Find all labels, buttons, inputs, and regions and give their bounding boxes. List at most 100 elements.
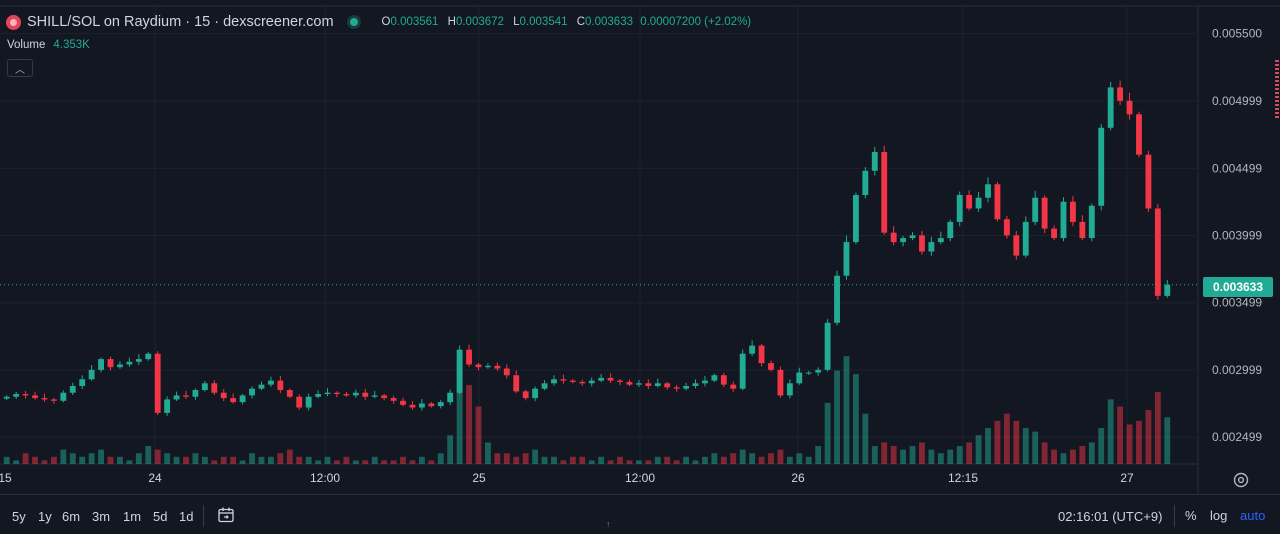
candle-body	[437, 402, 444, 407]
toolbar-divider-right	[1174, 505, 1175, 527]
candle-body	[428, 403, 435, 407]
volume-bar	[1088, 442, 1095, 464]
candle-body	[22, 394, 29, 396]
candle-body	[909, 235, 916, 239]
volume-bar	[749, 453, 756, 464]
candle-body	[371, 395, 378, 397]
candle-body	[673, 387, 680, 389]
close-key: C	[576, 16, 586, 28]
settings-gear-icon[interactable]	[1232, 471, 1250, 489]
candle-body	[522, 391, 529, 399]
range-6m-button[interactable]: 6m	[62, 509, 81, 524]
candle-body	[881, 151, 888, 233]
volume-bar	[900, 449, 907, 464]
candle-body	[381, 395, 388, 399]
volume-bar	[786, 456, 793, 464]
volume-bar	[164, 453, 171, 464]
candle-body	[390, 398, 397, 401]
volume-bar	[60, 449, 67, 464]
candle-body	[249, 388, 255, 396]
volume-bar	[598, 456, 605, 464]
candle-body	[230, 398, 237, 403]
volume-bar	[220, 456, 227, 464]
volume-bar	[239, 460, 246, 464]
volume-bar	[466, 384, 472, 464]
time-tick-label: 12:00	[625, 471, 655, 485]
candle-body	[296, 396, 303, 408]
candle-body	[966, 195, 973, 209]
volume-bar	[230, 456, 237, 464]
volume-bar	[286, 449, 293, 464]
candle-body	[1022, 221, 1029, 256]
volume-bar	[334, 460, 340, 464]
candle-body	[758, 345, 765, 364]
volume-bar	[635, 460, 642, 464]
volume-bar	[730, 453, 737, 464]
price-tick-label: 0.003499	[1212, 296, 1262, 310]
range-5y-button[interactable]: 5y	[12, 509, 26, 524]
volume-bar	[692, 460, 699, 464]
candle-body	[532, 388, 539, 399]
candle-body	[777, 369, 784, 396]
candle-body	[503, 368, 510, 376]
percent-scale-toggle[interactable]: %	[1185, 508, 1197, 523]
volume-bar	[588, 460, 595, 464]
volume-bar	[909, 446, 916, 464]
candle-body	[956, 195, 963, 222]
volume-bar	[1164, 417, 1171, 464]
candle-body	[711, 375, 718, 381]
calendar-goto-icon[interactable]	[217, 506, 235, 524]
volume-bar	[305, 456, 312, 464]
candle-body	[975, 197, 982, 209]
volume-bar	[862, 413, 869, 464]
volume-bar	[956, 446, 963, 464]
resize-handle-icon[interactable]: ↑	[606, 519, 611, 529]
volume-bar	[32, 456, 38, 464]
candle-body	[852, 195, 859, 243]
time-tick-label: 24	[148, 471, 162, 485]
range-1d-button[interactable]: 1d	[179, 509, 194, 524]
volume-bar	[777, 449, 784, 464]
collapse-legend-button[interactable]: ︿	[7, 59, 33, 77]
candle-body	[418, 403, 425, 408]
log-scale-toggle[interactable]: log	[1210, 508, 1228, 523]
candle-body	[834, 275, 840, 323]
candle-body	[598, 377, 605, 381]
candle-body	[192, 390, 199, 397]
high-key: H	[447, 16, 456, 28]
candle-body	[41, 398, 48, 400]
volume-bar	[201, 456, 208, 464]
volume-bar	[98, 449, 104, 464]
volume-bar	[117, 456, 123, 464]
candle-body	[60, 392, 67, 401]
range-1m-button[interactable]: 1m	[123, 509, 142, 524]
candle-body	[843, 242, 850, 276]
volume-bar	[871, 446, 878, 464]
volume-bar	[522, 453, 529, 464]
candle-body	[1098, 127, 1105, 206]
volume-bar	[183, 456, 189, 464]
candle-body	[702, 380, 708, 384]
volume-bar	[994, 420, 1001, 464]
candle-body	[919, 235, 925, 252]
auto-scale-toggle[interactable]: auto	[1240, 508, 1266, 523]
volume-bar	[702, 456, 708, 464]
candle-body	[1088, 205, 1095, 239]
volume-bar	[381, 460, 388, 464]
time-tick-label: 27	[1120, 471, 1134, 485]
candle-body	[1154, 208, 1161, 296]
range-5d-button[interactable]: 5d	[153, 509, 168, 524]
timezone-clock[interactable]: 02:16:01 (UTC+9)	[1058, 509, 1163, 524]
volume-bar	[805, 456, 812, 464]
candle-body	[239, 395, 246, 403]
volume-bar	[569, 456, 576, 464]
range-3m-button[interactable]: 3m	[92, 509, 111, 524]
volume-bar	[645, 460, 652, 464]
volume-bar	[390, 460, 397, 464]
volume-bar	[579, 456, 586, 464]
volume-bar	[1003, 413, 1010, 464]
volume-bar	[852, 374, 859, 464]
candle-body	[626, 381, 633, 385]
range-1y-button[interactable]: 1y	[38, 509, 52, 524]
